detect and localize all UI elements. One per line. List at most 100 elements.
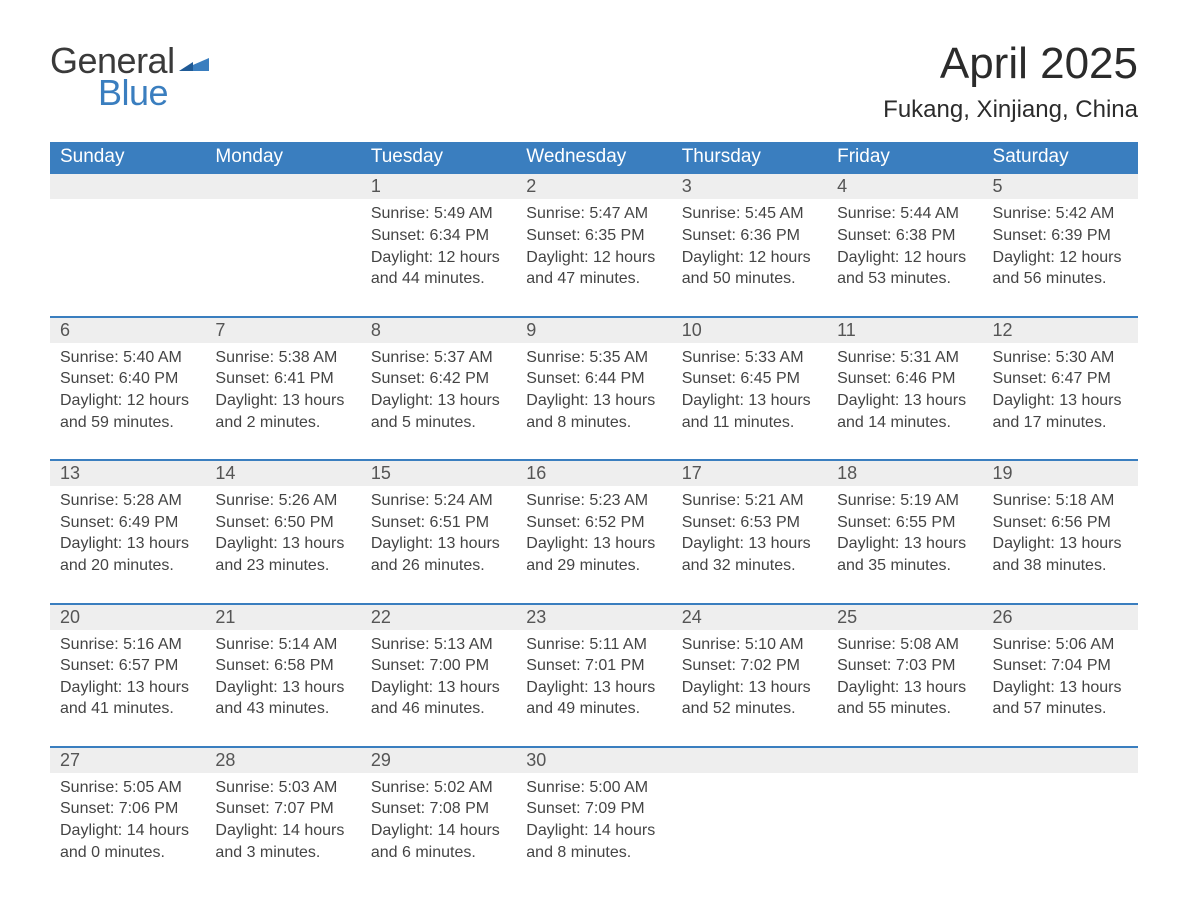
day-body-cell: Sunrise: 5:10 AMSunset: 7:02 PMDaylight:… xyxy=(672,630,827,747)
day-body-cell: Sunrise: 5:30 AMSunset: 6:47 PMDaylight:… xyxy=(983,343,1138,460)
day-body-cell: Sunrise: 5:45 AMSunset: 6:36 PMDaylight:… xyxy=(672,199,827,316)
day-number-cell: 18 xyxy=(827,460,982,486)
sunrise-text: Sunrise: 5:03 AM xyxy=(215,777,350,799)
day-body-row: Sunrise: 5:40 AMSunset: 6:40 PMDaylight:… xyxy=(50,343,1138,460)
sunrise-text: Sunrise: 5:00 AM xyxy=(526,777,661,799)
sunrise-text: Sunrise: 5:45 AM xyxy=(682,203,817,225)
day-number-cell: 30 xyxy=(516,747,671,773)
sunset-text: Sunset: 6:42 PM xyxy=(371,368,506,390)
sunrise-text: Sunrise: 5:13 AM xyxy=(371,634,506,656)
flag-icon xyxy=(179,53,209,73)
daylight-text: Daylight: 13 hours and 35 minutes. xyxy=(837,533,972,576)
day-number-cell: 21 xyxy=(205,604,360,630)
daylight-text: Daylight: 14 hours and 0 minutes. xyxy=(60,820,195,863)
daylight-text: Daylight: 13 hours and 14 minutes. xyxy=(837,390,972,433)
day-number-cell: 5 xyxy=(983,173,1138,199)
day-body-cell: Sunrise: 5:11 AMSunset: 7:01 PMDaylight:… xyxy=(516,630,671,747)
sunset-text: Sunset: 6:50 PM xyxy=(215,512,350,534)
day-body-cell: Sunrise: 5:40 AMSunset: 6:40 PMDaylight:… xyxy=(50,343,205,460)
sunrise-text: Sunrise: 5:44 AM xyxy=(837,203,972,225)
weekday-header: Monday xyxy=(205,142,360,173)
title-block: April 2025 Fukang, Xinjiang, China xyxy=(883,40,1138,124)
sunset-text: Sunset: 6:51 PM xyxy=(371,512,506,534)
daylight-text: Daylight: 12 hours and 50 minutes. xyxy=(682,247,817,290)
daylight-text: Daylight: 12 hours and 47 minutes. xyxy=(526,247,661,290)
weekday-header-row: SundayMondayTuesdayWednesdayThursdayFrid… xyxy=(50,142,1138,173)
weekday-header: Thursday xyxy=(672,142,827,173)
sunrise-text: Sunrise: 5:21 AM xyxy=(682,490,817,512)
day-body-row: Sunrise: 5:28 AMSunset: 6:49 PMDaylight:… xyxy=(50,486,1138,603)
day-body-cell: Sunrise: 5:33 AMSunset: 6:45 PMDaylight:… xyxy=(672,343,827,460)
logo-text-blue: Blue xyxy=(98,72,168,114)
day-number-row: 6789101112 xyxy=(50,317,1138,343)
day-body-cell: Sunrise: 5:19 AMSunset: 6:55 PMDaylight:… xyxy=(827,486,982,603)
daylight-text: Daylight: 13 hours and 17 minutes. xyxy=(993,390,1128,433)
day-number-cell xyxy=(983,747,1138,773)
day-number-cell: 23 xyxy=(516,604,671,630)
day-number-cell: 15 xyxy=(361,460,516,486)
day-body-cell: Sunrise: 5:03 AMSunset: 7:07 PMDaylight:… xyxy=(205,773,360,889)
header: General Blue April 2025 Fukang, Xinjiang… xyxy=(50,40,1138,124)
sunrise-text: Sunrise: 5:14 AM xyxy=(215,634,350,656)
day-number-cell xyxy=(50,173,205,199)
day-number-cell: 14 xyxy=(205,460,360,486)
daylight-text: Daylight: 13 hours and 23 minutes. xyxy=(215,533,350,576)
sunrise-text: Sunrise: 5:11 AM xyxy=(526,634,661,656)
day-body-cell xyxy=(983,773,1138,889)
sunrise-text: Sunrise: 5:33 AM xyxy=(682,347,817,369)
day-number-cell: 16 xyxy=(516,460,671,486)
sunrise-text: Sunrise: 5:31 AM xyxy=(837,347,972,369)
day-body-cell: Sunrise: 5:05 AMSunset: 7:06 PMDaylight:… xyxy=(50,773,205,889)
sunset-text: Sunset: 6:56 PM xyxy=(993,512,1128,534)
sunset-text: Sunset: 7:01 PM xyxy=(526,655,661,677)
day-body-cell: Sunrise: 5:38 AMSunset: 6:41 PMDaylight:… xyxy=(205,343,360,460)
day-body-cell: Sunrise: 5:47 AMSunset: 6:35 PMDaylight:… xyxy=(516,199,671,316)
sunrise-text: Sunrise: 5:42 AM xyxy=(993,203,1128,225)
sunset-text: Sunset: 7:07 PM xyxy=(215,798,350,820)
day-number-cell: 25 xyxy=(827,604,982,630)
sunrise-text: Sunrise: 5:18 AM xyxy=(993,490,1128,512)
day-body-cell: Sunrise: 5:49 AMSunset: 6:34 PMDaylight:… xyxy=(361,199,516,316)
day-number-cell: 22 xyxy=(361,604,516,630)
day-number-cell: 2 xyxy=(516,173,671,199)
sunrise-text: Sunrise: 5:16 AM xyxy=(60,634,195,656)
day-number-cell xyxy=(672,747,827,773)
day-body-cell: Sunrise: 5:28 AMSunset: 6:49 PMDaylight:… xyxy=(50,486,205,603)
day-body-cell: Sunrise: 5:42 AMSunset: 6:39 PMDaylight:… xyxy=(983,199,1138,316)
day-body-cell: Sunrise: 5:14 AMSunset: 6:58 PMDaylight:… xyxy=(205,630,360,747)
sunset-text: Sunset: 7:02 PM xyxy=(682,655,817,677)
daylight-text: Daylight: 14 hours and 3 minutes. xyxy=(215,820,350,863)
day-number-cell: 20 xyxy=(50,604,205,630)
sunset-text: Sunset: 6:44 PM xyxy=(526,368,661,390)
sunrise-text: Sunrise: 5:06 AM xyxy=(993,634,1128,656)
daylight-text: Daylight: 13 hours and 43 minutes. xyxy=(215,677,350,720)
sunset-text: Sunset: 7:03 PM xyxy=(837,655,972,677)
day-number-cell: 6 xyxy=(50,317,205,343)
sunset-text: Sunset: 6:34 PM xyxy=(371,225,506,247)
sunset-text: Sunset: 6:45 PM xyxy=(682,368,817,390)
day-body-cell: Sunrise: 5:08 AMSunset: 7:03 PMDaylight:… xyxy=(827,630,982,747)
daylight-text: Daylight: 14 hours and 8 minutes. xyxy=(526,820,661,863)
day-body-cell: Sunrise: 5:37 AMSunset: 6:42 PMDaylight:… xyxy=(361,343,516,460)
sunrise-text: Sunrise: 5:19 AM xyxy=(837,490,972,512)
daylight-text: Daylight: 12 hours and 53 minutes. xyxy=(837,247,972,290)
day-number-cell: 10 xyxy=(672,317,827,343)
sunrise-text: Sunrise: 5:37 AM xyxy=(371,347,506,369)
weekday-header: Friday xyxy=(827,142,982,173)
day-number-cell: 3 xyxy=(672,173,827,199)
daylight-text: Daylight: 13 hours and 2 minutes. xyxy=(215,390,350,433)
daylight-text: Daylight: 13 hours and 46 minutes. xyxy=(371,677,506,720)
day-number-cell: 4 xyxy=(827,173,982,199)
day-body-cell: Sunrise: 5:31 AMSunset: 6:46 PMDaylight:… xyxy=(827,343,982,460)
sunrise-text: Sunrise: 5:49 AM xyxy=(371,203,506,225)
weekday-header: Saturday xyxy=(983,142,1138,173)
daylight-text: Daylight: 12 hours and 44 minutes. xyxy=(371,247,506,290)
sunset-text: Sunset: 6:47 PM xyxy=(993,368,1128,390)
day-body-cell: Sunrise: 5:35 AMSunset: 6:44 PMDaylight:… xyxy=(516,343,671,460)
day-body-cell xyxy=(50,199,205,316)
day-number-cell: 11 xyxy=(827,317,982,343)
sunset-text: Sunset: 6:35 PM xyxy=(526,225,661,247)
day-number-cell: 27 xyxy=(50,747,205,773)
day-body-cell: Sunrise: 5:24 AMSunset: 6:51 PMDaylight:… xyxy=(361,486,516,603)
sunrise-text: Sunrise: 5:47 AM xyxy=(526,203,661,225)
